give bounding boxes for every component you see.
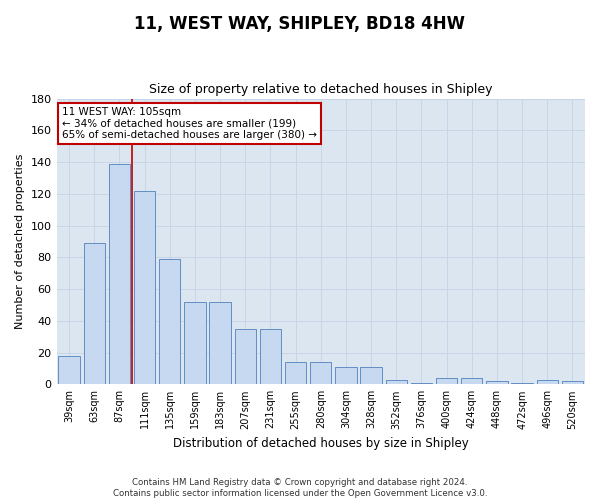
Bar	[109, 164, 130, 384]
Bar	[335, 367, 356, 384]
Y-axis label: Number of detached properties: Number of detached properties	[15, 154, 25, 329]
Bar	[361, 367, 382, 384]
Bar	[511, 382, 533, 384]
Bar	[235, 328, 256, 384]
Bar	[58, 356, 80, 384]
Bar	[461, 378, 482, 384]
Text: 11 WEST WAY: 105sqm
← 34% of detached houses are smaller (199)
65% of semi-detac: 11 WEST WAY: 105sqm ← 34% of detached ho…	[62, 107, 317, 140]
Bar	[134, 190, 155, 384]
Bar	[285, 362, 307, 384]
X-axis label: Distribution of detached houses by size in Shipley: Distribution of detached houses by size …	[173, 437, 469, 450]
Bar	[260, 328, 281, 384]
Bar	[386, 380, 407, 384]
Text: Contains HM Land Registry data © Crown copyright and database right 2024.
Contai: Contains HM Land Registry data © Crown c…	[113, 478, 487, 498]
Bar	[310, 362, 331, 384]
Bar	[209, 302, 231, 384]
Bar	[159, 259, 181, 384]
Bar	[436, 378, 457, 384]
Bar	[83, 243, 105, 384]
Text: 11, WEST WAY, SHIPLEY, BD18 4HW: 11, WEST WAY, SHIPLEY, BD18 4HW	[134, 15, 466, 33]
Bar	[536, 380, 558, 384]
Title: Size of property relative to detached houses in Shipley: Size of property relative to detached ho…	[149, 83, 493, 96]
Bar	[411, 382, 432, 384]
Bar	[184, 302, 206, 384]
Bar	[486, 381, 508, 384]
Bar	[562, 381, 583, 384]
